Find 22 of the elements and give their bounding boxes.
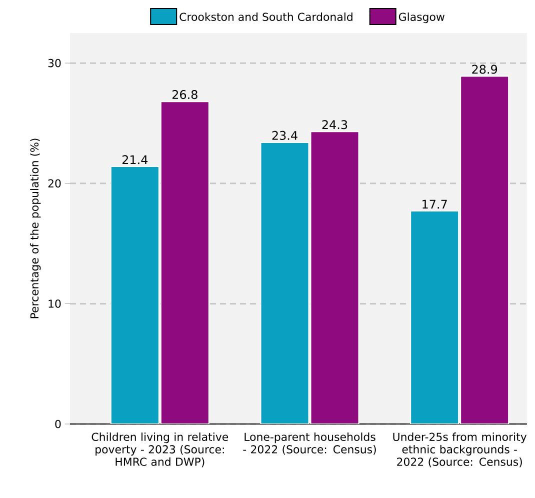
x-tick-label: Children living in relative poverty - 2023 (Source: HMRC and DWP)	[92, 432, 228, 468]
x-tick-label: Under-25s from minority ethnic backgrounds - 2022 (Source: Census)	[393, 432, 527, 468]
legend-label: Glasgow	[398, 12, 444, 24]
data-label: 21.4	[122, 155, 148, 164]
legend-label: Crookston and South Cardonald	[180, 12, 352, 22]
data-label: 17.7	[422, 200, 447, 209]
bar	[310, 131, 360, 424]
data-label: 26.8	[172, 90, 198, 100]
bar	[260, 142, 310, 424]
bar	[460, 76, 510, 424]
y-tick-label: 20	[48, 179, 61, 188]
data-label: 24.3	[322, 120, 348, 130]
bar	[110, 166, 160, 424]
data-label: 23.4	[272, 130, 298, 140]
data-label: 28.9	[472, 64, 498, 74]
bar	[410, 210, 460, 424]
y-axis-title: Percentage of the population (%)	[30, 138, 41, 318]
bar	[160, 101, 210, 424]
x-tick-label: Lone-parent households - 2022 (Source: Census)	[243, 432, 376, 455]
y-tick-label: 10	[48, 300, 61, 308]
y-tick-label: 0	[55, 420, 61, 428]
y-tick-label: 30	[48, 58, 61, 68]
